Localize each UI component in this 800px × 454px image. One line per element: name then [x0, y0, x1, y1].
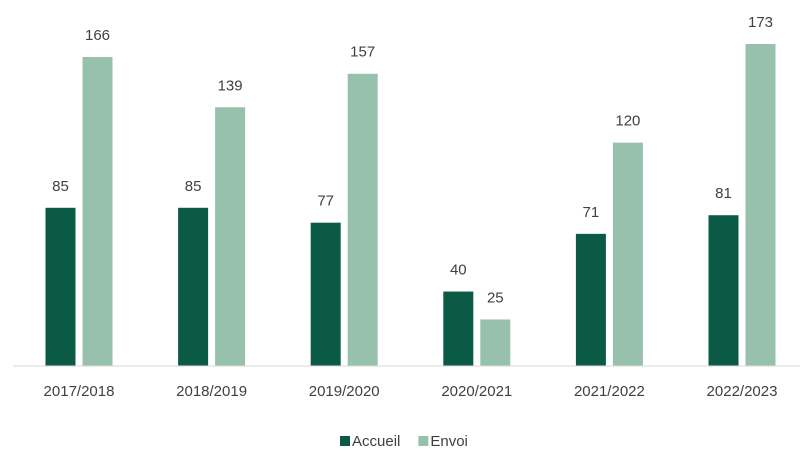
- legend-swatch: [340, 436, 350, 446]
- value-label: 85: [185, 178, 202, 195]
- bar: [82, 57, 113, 366]
- bar: [347, 73, 378, 367]
- x-tick-label: 2018/2019: [176, 383, 247, 400]
- bar: [215, 107, 246, 366]
- x-tick-label: 2020/2021: [441, 383, 512, 400]
- legend-label: Accueil: [352, 433, 400, 450]
- x-tick-label: 2022/2023: [707, 383, 778, 400]
- value-label: 25: [487, 289, 504, 306]
- legend-swatch: [418, 436, 429, 446]
- x-tick-label: 2021/2022: [574, 383, 645, 400]
- value-label: 120: [615, 113, 640, 130]
- value-label: 71: [583, 204, 600, 221]
- value-label: 139: [218, 77, 243, 94]
- bar: [443, 291, 474, 366]
- bar: [745, 44, 776, 366]
- value-label: 85: [52, 178, 69, 195]
- value-label: 40: [450, 262, 467, 279]
- bar: [178, 207, 209, 366]
- x-tick-label: 2017/2018: [44, 383, 115, 400]
- bar: [708, 215, 739, 366]
- value-label: 81: [715, 185, 732, 202]
- value-label: 157: [350, 44, 375, 61]
- bar: [480, 319, 511, 366]
- x-tick-label: 2019/2020: [309, 383, 380, 400]
- bar: [612, 142, 643, 366]
- value-label: 77: [317, 193, 334, 210]
- bar: [310, 222, 341, 366]
- value-label: 173: [748, 14, 773, 31]
- value-label: 166: [85, 27, 110, 44]
- bar: [575, 233, 606, 366]
- bar: [45, 207, 76, 366]
- legend-label: Envoi: [430, 433, 468, 450]
